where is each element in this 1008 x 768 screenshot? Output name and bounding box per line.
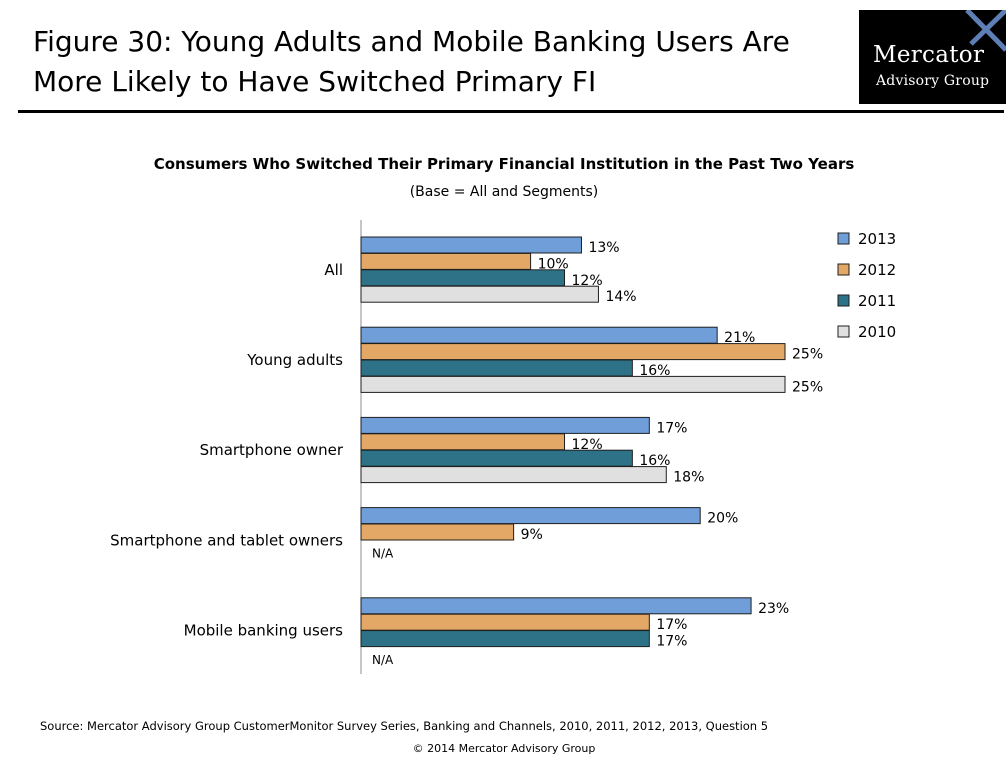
data-label: 23% [758,601,789,617]
bar [360,236,582,254]
na-label: N/A [372,546,394,560]
bar [360,343,786,361]
bar [360,375,786,393]
figure-title: Figure 30: Young Adults and Mobile Banki… [33,25,790,98]
legend-label: 2012 [858,261,896,279]
legend-swatch [837,294,850,307]
bar [360,613,650,631]
data-label: 14% [605,289,636,305]
data-label: 10% [538,256,569,272]
copyright-note: © 2014 Mercator Advisory Group [412,742,596,755]
legend-label: 2011 [858,292,896,310]
bar [360,285,599,303]
category-label: Smartphone owner [200,441,344,459]
data-label: 17% [656,420,687,436]
logo-x-mark-icon [965,10,1006,52]
category-label: Young adults [246,351,343,369]
bar [360,269,566,287]
logo-text-line1: Mercator [873,42,985,68]
data-label: 17% [656,634,687,650]
data-label: 17% [656,617,687,633]
logo-text-line2: Advisory Group [876,73,990,89]
bar [360,449,633,467]
category-label: Smartphone and tablet owners [110,531,343,549]
source-note: Source: Mercator Advisory Group Customer… [40,719,769,733]
legend-label: 2010 [858,323,896,341]
category-label: Mobile banking users [184,622,344,640]
bar [360,466,667,484]
data-label: 13% [588,240,619,256]
bar [360,326,718,344]
bar [360,630,650,648]
bar [360,597,752,615]
chart-subtitle: (Base = All and Segments) [409,184,599,200]
legend-swatch [837,232,850,245]
data-label: 12% [572,437,603,453]
legend-label: 2013 [858,230,896,248]
title-divider [18,110,1004,113]
bar [360,433,566,451]
category-label: All [324,261,343,279]
data-label: 25% [792,379,823,395]
data-label: 12% [572,273,603,289]
data-label: 20% [707,511,738,527]
data-label: 16% [639,363,670,379]
legend-swatch [837,325,850,338]
data-label: 18% [673,470,704,486]
legend-swatch [837,263,850,276]
bar [360,252,532,270]
bar [360,523,515,541]
bar [360,416,650,434]
bar [360,359,633,377]
data-label: 25% [792,347,823,363]
data-label: 9% [521,527,543,543]
data-label: 21% [724,330,755,346]
bar [360,507,701,525]
na-label: N/A [372,653,394,667]
data-label: 16% [639,453,670,469]
chart-title: Consumers Who Switched Their Primary Fin… [153,155,855,173]
mercator-logo: Mercator Advisory Group [859,10,1006,104]
